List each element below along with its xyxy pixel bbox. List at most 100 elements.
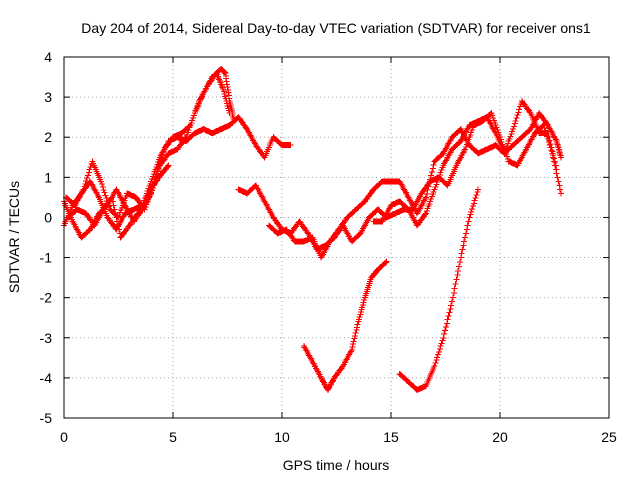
data-point (526, 108, 533, 115)
data-point (422, 211, 429, 218)
data-point (510, 126, 517, 133)
chart-title: Day 204 of 2014, Sidereal Day-to-day VTE… (81, 20, 591, 36)
y-tick-label: 4 (44, 49, 52, 65)
data-point (100, 186, 107, 193)
data-point (439, 337, 446, 344)
data-point (449, 298, 456, 305)
y-tick-label: -2 (40, 290, 53, 306)
data-point (182, 135, 189, 142)
data-point (456, 258, 463, 265)
data-point (350, 338, 357, 345)
data-point (435, 351, 442, 358)
data-point (454, 272, 461, 279)
data-point (517, 103, 524, 110)
data-point (104, 197, 111, 204)
data-point (348, 346, 355, 353)
data-point (459, 246, 466, 253)
data-point (512, 117, 519, 124)
data-point (545, 133, 552, 140)
data-point (352, 332, 359, 339)
y-tick-label: -4 (40, 370, 53, 386)
data-point (434, 354, 441, 361)
y-tick-label: -5 (40, 410, 53, 426)
data-point (85, 169, 92, 176)
data-point (440, 334, 447, 341)
data-point (354, 321, 361, 328)
data-point (445, 313, 452, 320)
data-point (98, 181, 105, 188)
data-point (83, 177, 90, 184)
data-point (427, 176, 434, 183)
data-point (438, 340, 445, 347)
x-tick-label: 15 (383, 429, 399, 445)
data-point (186, 122, 193, 129)
data-point (165, 162, 172, 169)
data-point (98, 178, 105, 185)
data-point (444, 316, 451, 323)
data-point (466, 214, 473, 221)
data-point (350, 341, 357, 348)
data-point (428, 172, 435, 179)
data-point (556, 182, 563, 189)
data-point (156, 160, 163, 167)
data-point (81, 183, 88, 190)
data-point (461, 238, 468, 245)
data-point (463, 226, 470, 233)
data-point (467, 211, 474, 218)
data-point (423, 190, 430, 197)
data-point (382, 259, 389, 266)
data-point (437, 343, 444, 350)
data-point (155, 165, 162, 172)
plot-frame (63, 56, 610, 419)
data-points (61, 66, 565, 393)
data-point (156, 163, 163, 170)
data-point (462, 234, 469, 241)
data-point (115, 226, 122, 233)
x-tick-label: 25 (601, 429, 617, 445)
data-point (110, 202, 117, 209)
y-tick-label: 2 (44, 129, 52, 145)
data-point (441, 331, 448, 338)
y-tick-label: -3 (40, 330, 53, 346)
data-point (468, 208, 475, 215)
data-point (82, 180, 89, 187)
data-point (84, 175, 91, 182)
data-point (428, 169, 435, 176)
data-point (80, 186, 87, 193)
data-point (516, 106, 523, 113)
data-point (231, 118, 238, 125)
data-point (470, 200, 477, 207)
data-point (549, 148, 556, 155)
data-point (457, 254, 464, 261)
y-tick-label: 0 (44, 209, 52, 225)
data-point (422, 194, 429, 201)
data-point (84, 172, 91, 179)
data-point (443, 320, 450, 327)
data-point (515, 109, 522, 116)
data-point (453, 276, 460, 283)
y-tick-label: -1 (40, 250, 53, 266)
data-point (353, 327, 360, 334)
x-tick-label: 20 (492, 429, 508, 445)
data-point (474, 189, 481, 196)
data-point (449, 294, 456, 301)
data-point (541, 124, 548, 131)
data-point (436, 346, 443, 353)
data-point (469, 206, 476, 213)
data-point (548, 144, 555, 151)
data-point (154, 168, 161, 175)
data-point (164, 163, 171, 170)
data-point (557, 186, 564, 193)
data-point (451, 285, 458, 292)
data-point (108, 194, 115, 201)
data-point (103, 195, 110, 202)
data-point (471, 197, 478, 204)
data-point (554, 174, 561, 181)
data-point (547, 141, 554, 148)
data-point (555, 178, 562, 185)
data-point (558, 190, 565, 197)
data-point (550, 151, 557, 158)
data-point (351, 335, 358, 342)
data-point (465, 218, 472, 225)
